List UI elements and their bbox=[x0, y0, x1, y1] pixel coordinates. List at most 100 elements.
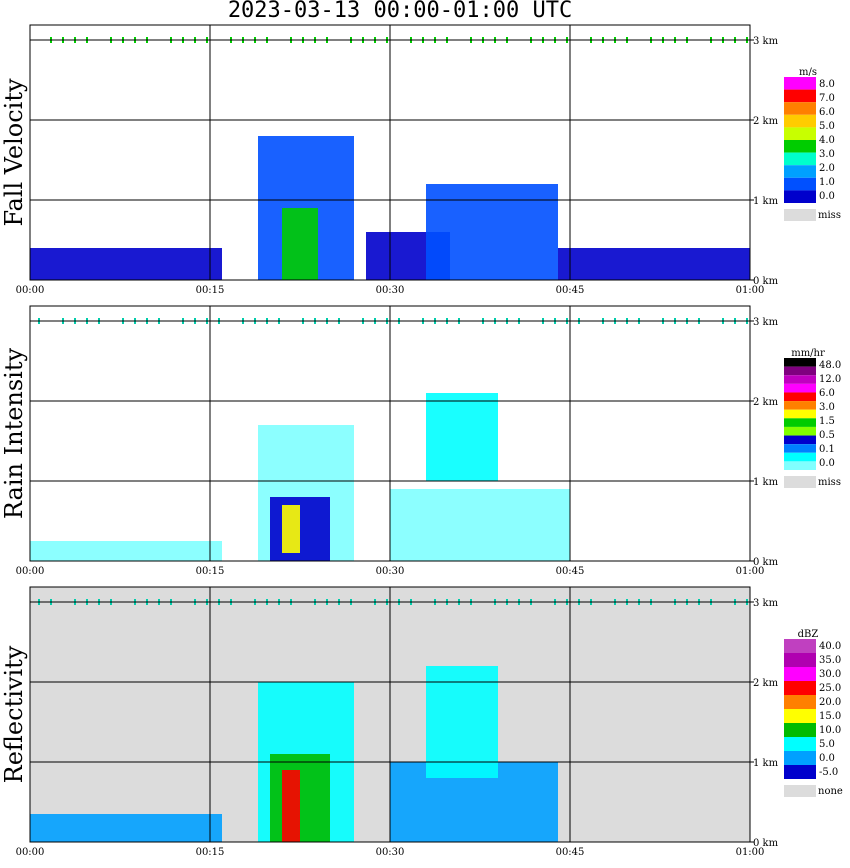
colorbar-label: 12.0 bbox=[819, 374, 841, 385]
colorbar-missing-label: miss bbox=[818, 210, 841, 221]
colorbar-missing-label: none bbox=[818, 786, 843, 797]
colorbar-label: 0.5 bbox=[819, 430, 835, 441]
echo-region bbox=[282, 770, 300, 842]
y-tick-label: 0 km bbox=[753, 276, 779, 287]
colorbar-swatch bbox=[784, 444, 816, 453]
colorbar-swatch bbox=[784, 77, 816, 90]
colorbar-label: 0.0 bbox=[819, 191, 835, 202]
x-tick-label: 00:30 bbox=[376, 847, 405, 858]
colorbar-swatch bbox=[784, 102, 816, 115]
colorbar-unit: dBZ bbox=[798, 629, 819, 640]
colorbar-swatch bbox=[784, 401, 816, 410]
x-tick-label: 00:15 bbox=[196, 847, 225, 858]
y-tick-label: 1 km bbox=[753, 477, 779, 488]
x-tick-label: 00:00 bbox=[16, 285, 45, 296]
colorbar-label: 5.0 bbox=[819, 121, 835, 132]
colorbar-swatch bbox=[784, 114, 816, 128]
x-tick-label: 00:30 bbox=[376, 566, 405, 577]
colorbar-swatch bbox=[784, 765, 816, 779]
colorbar-label: 0.0 bbox=[819, 458, 835, 469]
colorbar-label: 30.0 bbox=[819, 669, 841, 680]
x-tick-label: 00:00 bbox=[16, 566, 45, 577]
colorbar-label: 6.0 bbox=[819, 107, 835, 118]
colorbar-label: 10.0 bbox=[819, 725, 841, 736]
y-tick-label: 3 km bbox=[753, 36, 779, 47]
plot-border bbox=[29, 586, 751, 843]
colorbar-label: 8.0 bbox=[819, 79, 835, 90]
y-tick-label: 1 km bbox=[753, 758, 779, 769]
colorbar-label: 25.0 bbox=[819, 683, 841, 694]
colorbar-label: 40.0 bbox=[819, 641, 841, 652]
colorbar-swatch bbox=[784, 409, 816, 419]
colorbar-label: 4.0 bbox=[819, 135, 835, 146]
colorbar-label: 15.0 bbox=[819, 711, 841, 722]
colorbar-missing-swatch bbox=[784, 785, 816, 797]
echo-region bbox=[426, 184, 558, 280]
y-tick-label: 3 km bbox=[753, 598, 779, 609]
echo-region bbox=[390, 489, 570, 561]
y-tick-label: 3 km bbox=[753, 317, 779, 328]
colorbar-label: 3.0 bbox=[819, 402, 835, 413]
y-tick-label: 0 km bbox=[753, 557, 779, 568]
x-tick-label: 01:00 bbox=[736, 847, 765, 858]
colorbar-swatch bbox=[784, 366, 816, 376]
echo-region bbox=[558, 248, 750, 280]
colorbar-swatch bbox=[784, 681, 816, 695]
colorbar-label: 2.0 bbox=[819, 163, 835, 174]
colorbar-unit: mm/hr bbox=[791, 348, 825, 359]
colorbar-swatch bbox=[784, 152, 816, 166]
colorbar-swatch bbox=[784, 140, 816, 153]
panel-ylabel: Rain Intensity bbox=[0, 348, 28, 520]
colorbar-swatch bbox=[784, 751, 816, 765]
plot-border bbox=[29, 305, 751, 562]
panel-ylabel: Fall Velocity bbox=[0, 78, 28, 227]
colorbar-missing-swatch bbox=[784, 209, 816, 221]
colorbar-swatch bbox=[784, 127, 816, 140]
echo-region bbox=[426, 393, 498, 481]
x-tick-label: 00:45 bbox=[556, 566, 585, 577]
plot-border bbox=[29, 24, 751, 281]
x-tick-label: 00:30 bbox=[376, 285, 405, 296]
colorbar-swatch bbox=[784, 461, 816, 470]
colorbar-unit: m/s bbox=[799, 67, 817, 78]
colorbar-label: 0.1 bbox=[819, 444, 835, 455]
x-tick-label: 00:15 bbox=[196, 285, 225, 296]
x-tick-label: 00:00 bbox=[16, 847, 45, 858]
colorbar-swatch bbox=[784, 723, 816, 737]
colorbar-label: 20.0 bbox=[819, 697, 841, 708]
colorbar-swatch bbox=[784, 695, 816, 709]
x-tick-label: 01:00 bbox=[736, 285, 765, 296]
colorbar-swatch bbox=[784, 190, 816, 203]
colorbar-swatch bbox=[784, 375, 816, 384]
y-tick-label: 2 km bbox=[753, 397, 779, 408]
colorbar-swatch bbox=[784, 165, 816, 178]
colorbar-missing-swatch bbox=[784, 476, 816, 488]
colorbar-label: 6.0 bbox=[819, 388, 835, 399]
colorbar-swatch bbox=[784, 418, 816, 427]
colorbar-label: 35.0 bbox=[819, 655, 841, 666]
echo-region bbox=[426, 666, 498, 778]
colorbar-swatch bbox=[784, 383, 816, 393]
colorbar-swatch bbox=[784, 667, 816, 681]
x-tick-label: 01:00 bbox=[736, 566, 765, 577]
colorbar-missing-label: miss bbox=[818, 477, 841, 488]
echo-region bbox=[282, 208, 318, 280]
colorbar-swatch bbox=[784, 639, 816, 653]
x-tick-label: 00:45 bbox=[556, 847, 585, 858]
colorbar-swatch bbox=[784, 89, 816, 103]
colorbar-swatch bbox=[784, 358, 816, 367]
y-tick-label: 2 km bbox=[753, 678, 779, 689]
echo-region bbox=[30, 248, 222, 280]
y-tick-label: 1 km bbox=[753, 196, 779, 207]
colorbar-swatch bbox=[784, 737, 816, 751]
panel-ylabel: Reflectivity bbox=[0, 645, 28, 783]
echo-region bbox=[30, 814, 222, 842]
colorbar-swatch bbox=[784, 392, 816, 402]
colorbar-label: 5.0 bbox=[819, 739, 835, 750]
x-tick-label: 00:45 bbox=[556, 285, 585, 296]
colorbar-label: 1.0 bbox=[819, 177, 835, 188]
colorbar-swatch bbox=[784, 435, 816, 445]
echo-region bbox=[282, 505, 300, 553]
colorbar-swatch bbox=[784, 452, 816, 462]
